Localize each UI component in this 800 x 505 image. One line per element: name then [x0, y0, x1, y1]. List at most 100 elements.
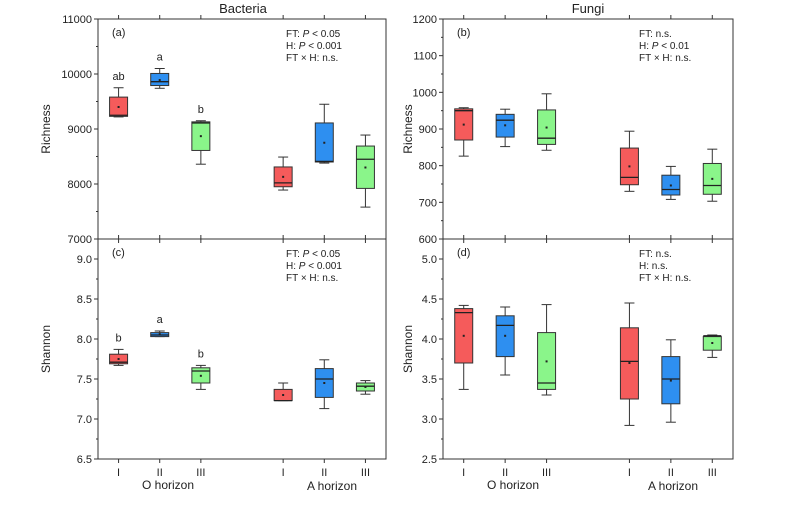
y-tick-label: 8000	[68, 179, 92, 191]
mean-marker	[323, 141, 326, 144]
box-a-horizon-III	[355, 134, 375, 208]
significance-letter: ab	[112, 71, 124, 83]
x-tick-label: III	[361, 467, 370, 479]
mean-marker	[545, 126, 548, 129]
mean-marker	[282, 175, 285, 178]
plot-frame	[442, 238, 734, 460]
y-axis-label: Shannon	[39, 325, 53, 373]
box-a-horizon-I	[273, 156, 293, 191]
x-tick-label: III	[196, 467, 205, 479]
y-axis-label: Richness	[401, 104, 415, 153]
mean-marker	[158, 333, 161, 336]
box-a-horizon-I	[619, 130, 639, 192]
x-tick-label: I	[462, 467, 465, 479]
box-o-horizon-III: b	[191, 348, 211, 390]
plot-frame	[97, 18, 387, 240]
box-a-horizon-II	[661, 165, 681, 200]
column-title-bacteria: Bacteria	[219, 1, 267, 16]
plot-frame	[97, 238, 387, 460]
stats-annotation: H: P < 0.001	[286, 261, 342, 272]
mean-marker	[117, 358, 120, 360]
y-tick-label: 1100	[413, 51, 437, 63]
stats-annotation: FT: n.s.	[639, 29, 672, 40]
box-o-horizon-III	[537, 304, 557, 396]
x-tick-label: III	[542, 467, 551, 479]
column-title-fungi: Fungi	[572, 1, 605, 16]
stats-annotation: FT × H: n.s.	[286, 273, 338, 284]
box-a-horizon-III	[702, 148, 722, 202]
x-tick-label: I	[628, 467, 631, 479]
stats-annotation: H: n.s.	[639, 261, 668, 272]
y-tick-label: 9000	[68, 124, 92, 136]
mean-marker	[199, 374, 202, 377]
mean-marker	[669, 379, 672, 382]
box-a-horizon-I	[273, 382, 293, 402]
y-tick-label: 11000	[62, 14, 92, 26]
box-o-horizon-II	[495, 306, 515, 376]
stats-annotation: FT: P < 0.05	[286, 249, 341, 260]
mean-marker	[462, 123, 465, 126]
y-tick-label: 8.0	[77, 334, 92, 346]
y-tick-label: 600	[419, 234, 437, 246]
box-o-horizon-II: a	[150, 52, 170, 89]
y-tick-label: 10000	[61, 69, 92, 81]
y-tick-label: 1200	[413, 14, 437, 26]
significance-letter: b	[116, 332, 122, 344]
box-o-horizon-III	[537, 93, 557, 151]
box-o-horizon-III: b	[191, 104, 211, 165]
y-tick-label: 2.5	[422, 454, 437, 466]
group-label-o-right: O horizon	[487, 478, 539, 492]
y-tick-label: 7000	[68, 234, 92, 246]
x-tick-label: I	[282, 467, 285, 479]
y-tick-label: 4.5	[422, 294, 437, 306]
x-tick-label: II	[502, 467, 508, 479]
significance-letter: a	[157, 52, 164, 64]
panel-label: (a)	[112, 27, 125, 39]
mean-marker	[282, 394, 285, 396]
y-tick-label: 5.0	[422, 254, 437, 266]
y-tick-label: 3.0	[422, 414, 437, 426]
y-tick-label: 800	[419, 161, 437, 173]
mean-marker	[504, 124, 507, 127]
box-a-horizon-II	[314, 103, 334, 164]
stats-annotation: FT × H: n.s.	[639, 53, 691, 64]
x-tick-label: II	[157, 467, 163, 479]
y-tick-label: 7.0	[77, 414, 92, 426]
stats-annotation: FT × H: n.s.	[639, 273, 691, 284]
stats-annotation: FT: n.s.	[639, 249, 672, 260]
y-tick-label: 8.5	[77, 294, 92, 306]
y-tick-label: 700	[419, 197, 437, 209]
significance-letter: a	[157, 314, 164, 326]
mean-marker	[364, 386, 367, 388]
mean-marker	[711, 342, 714, 344]
y-tick-label: 900	[419, 124, 437, 136]
y-tick-label: 7.5	[77, 374, 92, 386]
mean-marker	[711, 177, 714, 180]
plot-frame	[442, 18, 734, 240]
panel-label: (b)	[457, 27, 470, 39]
panel-b: 600 700 800 900 1000 1100 1200 Richness (b) FT: n…	[401, 14, 734, 246]
panel-label: (d)	[457, 247, 470, 259]
mean-marker	[545, 360, 548, 363]
stats-annotation: FT × H: n.s.	[286, 53, 338, 64]
mean-marker	[628, 362, 631, 364]
mean-marker	[323, 382, 326, 384]
box-o-horizon-I: b	[109, 332, 129, 366]
box-a-horizon-III	[355, 380, 375, 395]
y-tick-label: 6.5	[77, 454, 92, 466]
box-o-horizon-I: ab	[109, 71, 129, 118]
y-axis-label: Shannon	[401, 325, 415, 373]
mean-marker	[628, 165, 631, 168]
box-a-horizon-I	[619, 302, 639, 426]
mean-marker	[117, 106, 120, 108]
x-tick-label: II	[321, 467, 327, 479]
stats-annotation: H: P < 0.01	[639, 41, 690, 52]
stats-annotation: H: P < 0.001	[286, 41, 342, 52]
x-tick-label: III	[708, 467, 717, 479]
x-tick-label: I	[117, 467, 120, 479]
box-o-horizon-II	[495, 108, 515, 148]
mean-marker	[158, 79, 161, 82]
stats-annotation: FT: P < 0.05	[286, 29, 341, 40]
